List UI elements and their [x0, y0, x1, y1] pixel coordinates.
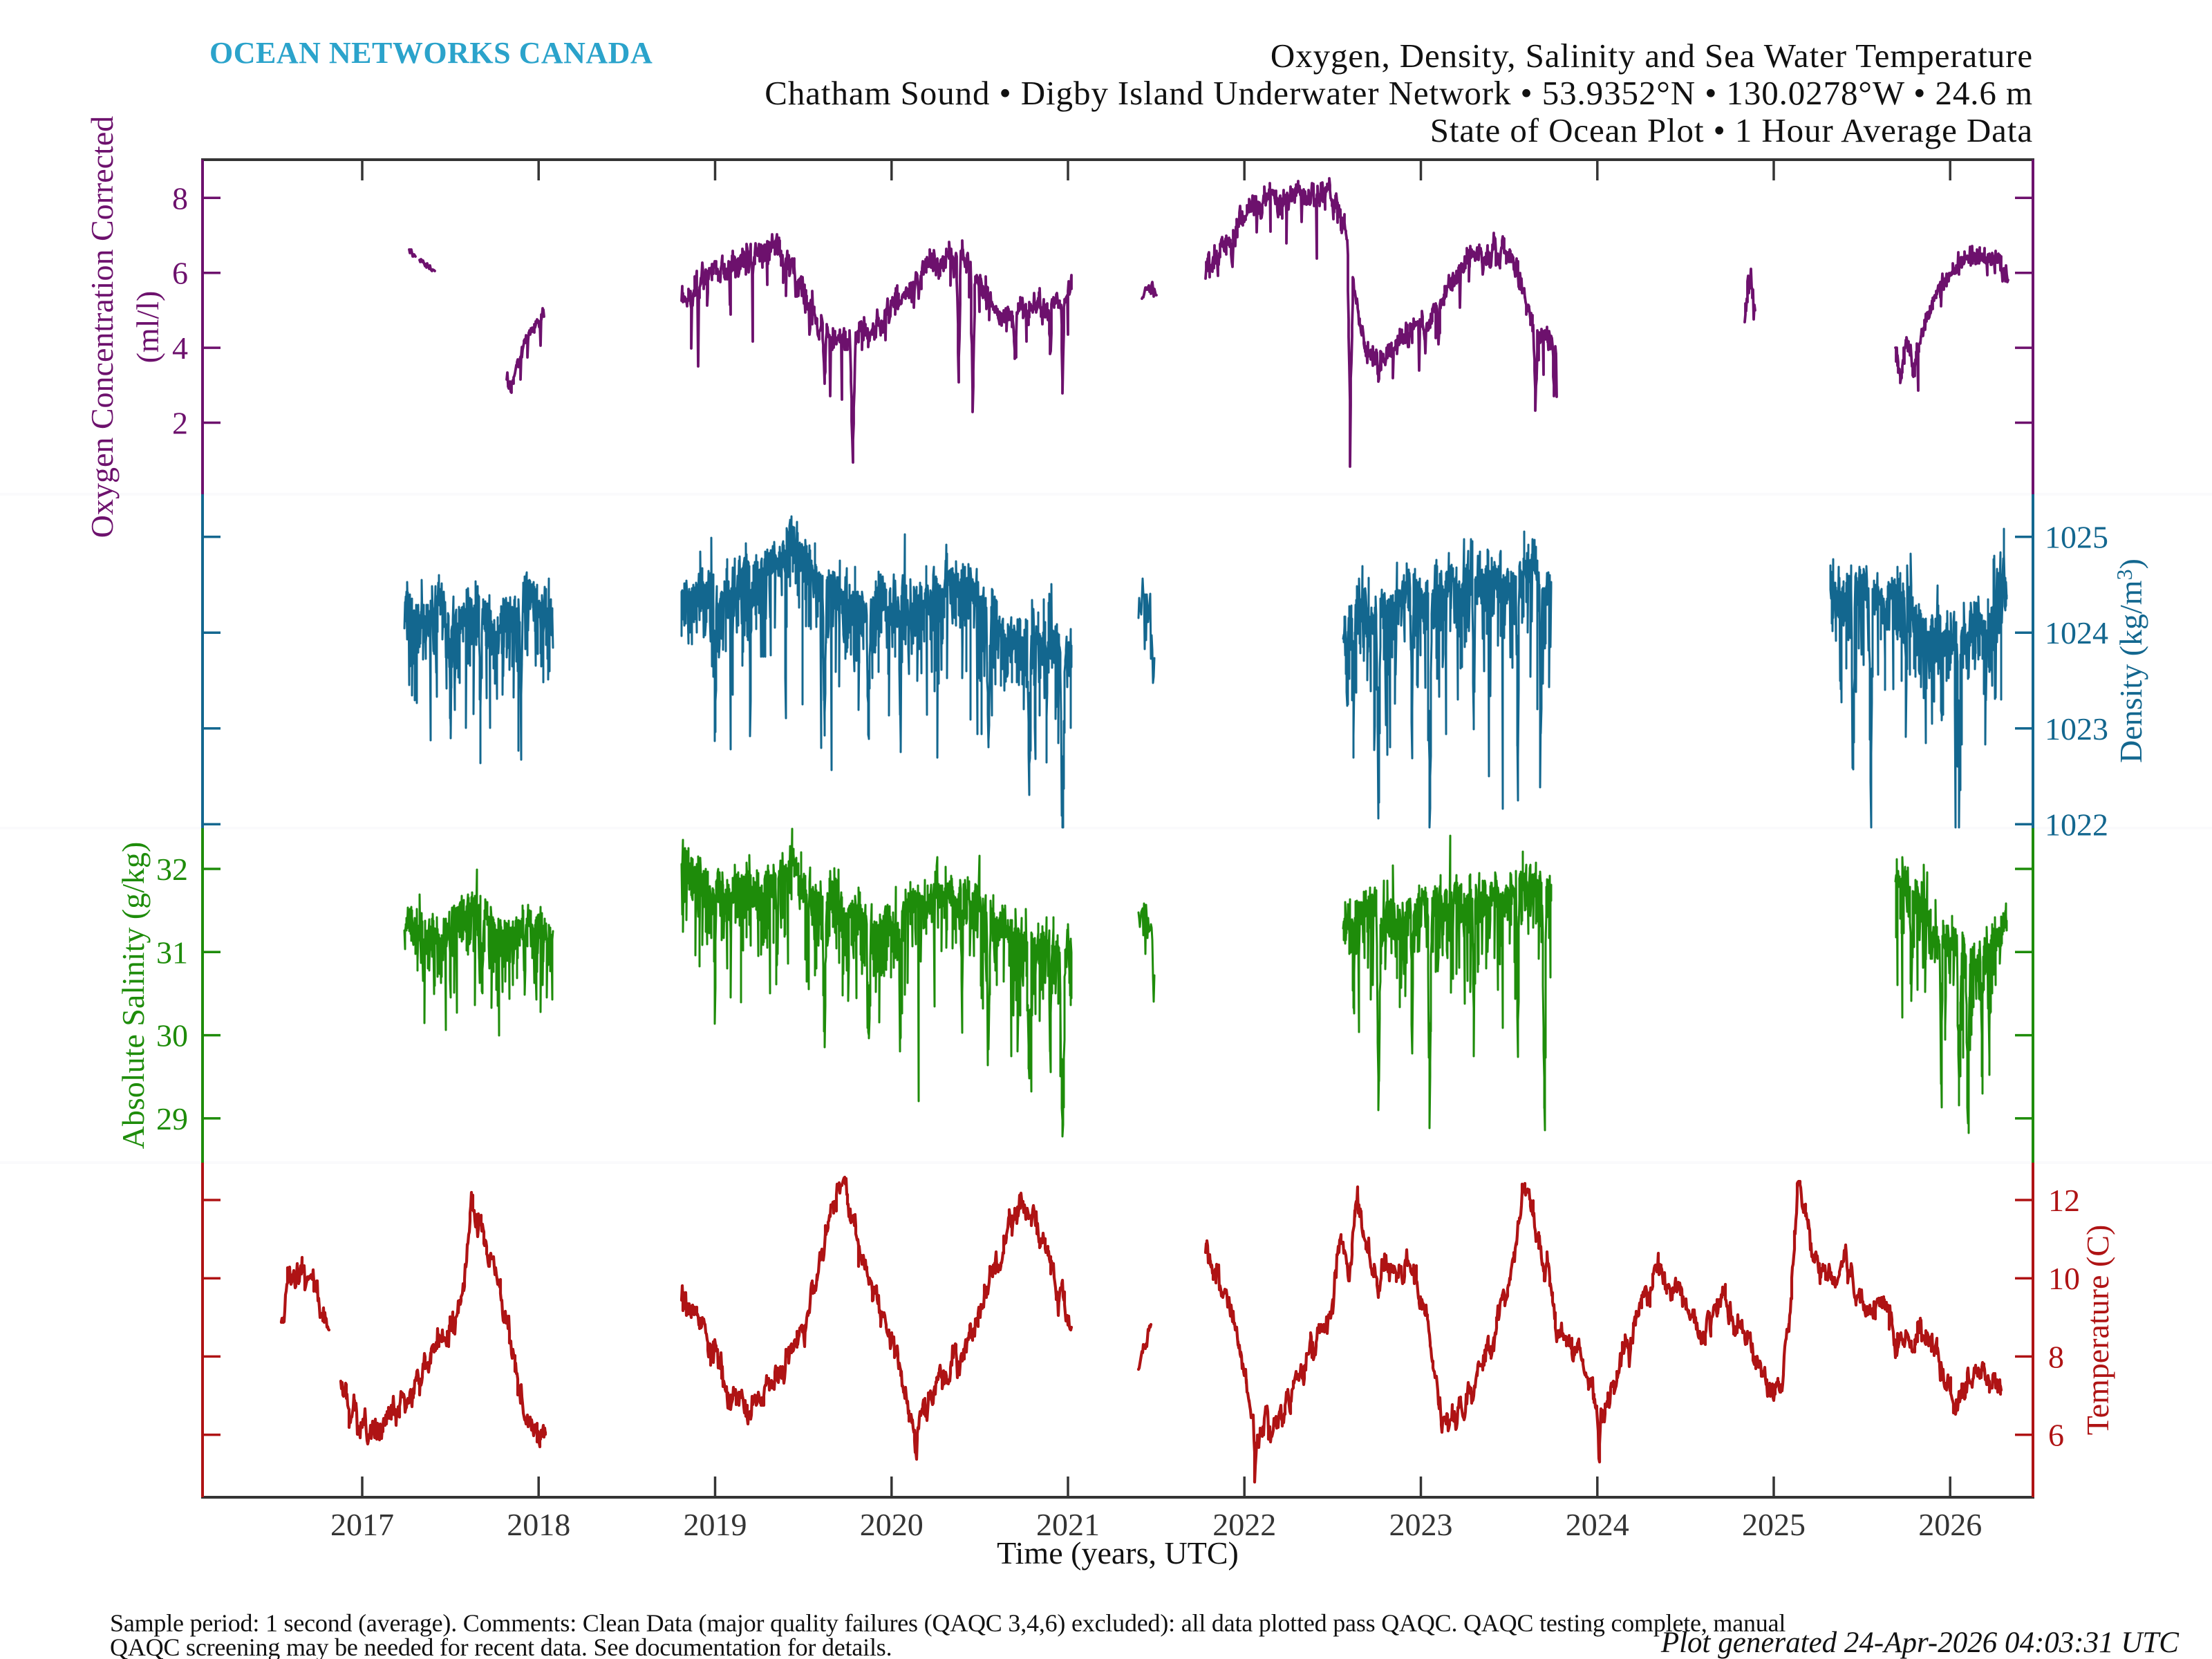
svg-text:31: 31	[156, 935, 188, 970]
svg-text:30: 30	[156, 1018, 188, 1053]
svg-text:Time (years, UTC): Time (years, UTC)	[997, 1535, 1239, 1571]
svg-text:Temperature (C): Temperature (C)	[2080, 1225, 2115, 1436]
svg-text:Oxygen, Density, Salinity and: Oxygen, Density, Salinity and Sea Water …	[1271, 37, 2033, 75]
svg-text:2023: 2023	[1389, 1507, 1453, 1542]
svg-text:8: 8	[2048, 1339, 2064, 1374]
svg-text:Sample period: 1 second (avera: Sample period: 1 second (average). Comme…	[110, 1609, 1785, 1637]
svg-text:1024: 1024	[2045, 615, 2108, 650]
svg-text:2021: 2021	[1036, 1507, 1100, 1542]
svg-text:Density (kg/m3): Density (kg/m3)	[2112, 559, 2148, 763]
svg-text:2019: 2019	[684, 1507, 747, 1542]
svg-text:1022: 1022	[2045, 807, 2108, 842]
svg-text:1023: 1023	[2045, 711, 2108, 747]
svg-text:Chatham Sound • Digby Island U: Chatham Sound • Digby Island Underwater …	[765, 74, 2033, 112]
svg-text:12: 12	[2048, 1183, 2080, 1218]
svg-text:Plot generated 24-Apr-2026 04:: Plot generated 24-Apr-2026 04:03:31 UTC	[1660, 1627, 2180, 1659]
svg-text:6: 6	[2048, 1418, 2064, 1453]
svg-text:Oxygen Concentration Corrected: Oxygen Concentration Corrected	[84, 116, 120, 538]
svg-text:2018: 2018	[507, 1507, 570, 1542]
svg-text:8: 8	[172, 180, 188, 216]
svg-text:QAQC screening may be needed f: QAQC screening may be needed for recent …	[110, 1633, 892, 1659]
svg-text:(ml/l): (ml/l)	[130, 291, 165, 364]
svg-text:4: 4	[172, 330, 188, 366]
svg-text:6: 6	[172, 256, 188, 291]
svg-text:2: 2	[172, 406, 188, 441]
svg-text:2022: 2022	[1212, 1507, 1276, 1542]
svg-text:2026: 2026	[1918, 1507, 1982, 1542]
svg-text:1025: 1025	[2045, 520, 2108, 555]
svg-text:State of Ocean Plot • 1 Hour A: State of Ocean Plot • 1 Hour Average Dat…	[1430, 111, 2033, 149]
svg-text:2020: 2020	[860, 1507, 924, 1542]
svg-text:32: 32	[156, 852, 188, 887]
svg-text:2017: 2017	[330, 1507, 394, 1542]
svg-text:10: 10	[2048, 1261, 2080, 1296]
svg-text:Absolute Salinity (g/kg): Absolute Salinity (g/kg)	[115, 842, 151, 1150]
svg-text:29: 29	[156, 1101, 188, 1136]
svg-text:2025: 2025	[1742, 1507, 1806, 1542]
svg-text:2024: 2024	[1566, 1507, 1629, 1542]
svg-text:OCEAN NETWORKS CANADA: OCEAN NETWORKS CANADA	[209, 36, 653, 70]
